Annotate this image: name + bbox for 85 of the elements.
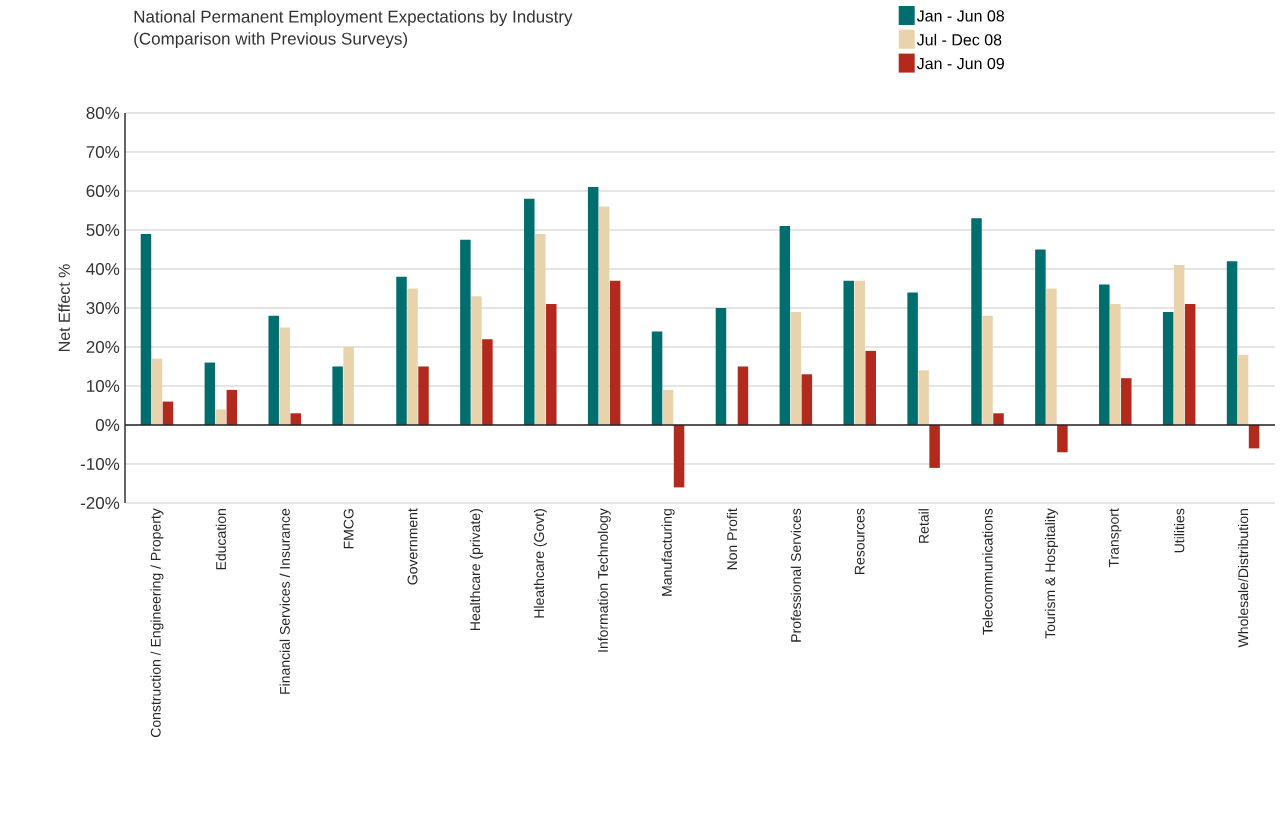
bar [737,366,749,425]
bar [609,280,621,425]
legend-label: Jan - Jun 09 [916,57,1004,70]
bar [1184,304,1196,425]
bar [215,409,227,425]
bar [865,350,876,425]
x-tick-label: Construction / Engineering / Property [150,508,164,738]
x-tick-label: Retail [918,509,929,543]
y-tick-label: -10% [80,457,120,471]
y-tick-label: 60% [86,184,120,198]
bar [1173,265,1185,425]
bar [673,424,685,488]
bar [279,327,290,425]
bar [907,292,918,425]
bar [779,226,791,425]
y-tick-label: 30% [86,301,120,315]
bar [662,389,674,425]
y-tick-label: 80% [86,106,120,120]
bar [546,304,557,425]
bar [226,389,238,425]
y-tick-label: 0% [95,418,120,432]
bar [790,311,802,425]
y-axis-title: Net Effect % [58,264,70,351]
bar [524,198,535,425]
bar [715,307,727,425]
bar [929,424,940,468]
bar [290,413,301,425]
bar [204,362,216,425]
y-tick-label: 70% [86,145,120,159]
bar [1110,304,1121,425]
x-tick-label: Telecommunications [982,508,993,635]
y-tick-label: 10% [87,379,120,393]
bar [843,280,854,425]
x-tick-label: Government [407,508,418,585]
bar [1237,354,1249,425]
bar [598,206,610,425]
y-tick-label: 50% [86,223,120,237]
bar [587,187,599,425]
bar [418,366,429,425]
bar [471,296,482,425]
bar [918,370,929,425]
bar [801,374,813,425]
x-tick-label: Professional Services [790,508,801,642]
bar [140,233,152,425]
x-tick-label: Manufacturing [661,509,675,596]
x-tick-label: Hleathcare (Govt) [533,509,547,618]
x-tick-label: Resources [854,508,865,574]
bar [407,288,418,425]
bar [982,315,993,425]
x-tick-label: Information Technology [597,508,611,652]
bar [1162,311,1174,425]
bar [1046,288,1057,425]
bar [151,358,163,425]
bar [332,366,343,425]
x-tick-label: Financial Services / Insurance [279,508,290,694]
x-tick-label: Non Profit [726,508,738,570]
bar [1099,284,1110,425]
bar [1121,378,1132,425]
bar [854,280,865,425]
y-tick-label: 40% [86,262,120,276]
x-tick-label: Utilities [1174,508,1185,553]
x-tick-label: FMCG [343,509,354,549]
x-tick-label: Education [215,509,226,570]
bar [460,239,471,425]
bar [343,346,354,425]
bar [535,233,546,425]
legend-label: Jan - Jun 08 [916,10,1005,22]
chart-title: National Permanent Employment Expectations by Industry [134,10,573,27]
y-tick-label: 20% [86,340,120,354]
x-tick-label: Tourism & Hospitality [1044,508,1058,639]
legend-label: Jul - Dec 08 [916,33,1002,46]
y-tick-label: -20% [80,496,120,510]
x-tick-label: Wholesale/Distribution [1237,509,1249,648]
bar [1226,261,1238,425]
chart-subtitle: (Comparison with Previous Surveys) [134,32,408,49]
bar [482,339,493,425]
bar [993,413,1004,425]
x-tick-label: Transport [1109,508,1122,568]
bar [396,276,407,425]
bar [971,218,982,425]
bar [268,315,279,425]
x-tick-label: Healthcare (private) [469,509,483,630]
bar [651,331,663,425]
bar [1057,424,1068,453]
bar [1035,249,1046,425]
